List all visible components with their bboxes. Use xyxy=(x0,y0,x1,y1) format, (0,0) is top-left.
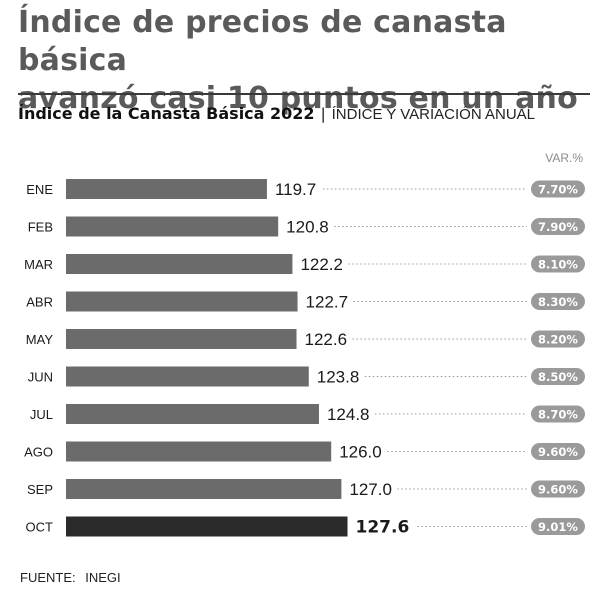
bar-feb xyxy=(66,216,279,237)
variation-label-abr: 8.30% xyxy=(538,295,578,309)
variation-badge-ago xyxy=(531,443,585,460)
variation-badge-sep xyxy=(531,480,585,498)
category-label-jun: JUN xyxy=(28,370,53,385)
value-label-feb: 120.8 xyxy=(286,218,329,237)
variation-label-mar: 8.10% xyxy=(538,258,578,272)
category-label-mar: MAR xyxy=(24,257,53,272)
variation-badge-abr xyxy=(531,293,585,310)
value-label-ago: 126.0 xyxy=(339,443,382,462)
headline: Índice de precios de canasta básica avan… xyxy=(18,4,598,118)
variation-badge-jul xyxy=(531,405,585,423)
bar-mar xyxy=(66,254,293,274)
bar-may xyxy=(66,329,297,349)
source-label: FUENTE: xyxy=(20,570,76,585)
category-label-sep: SEP xyxy=(27,482,53,497)
variation-badge-feb xyxy=(531,218,585,235)
variation-badge-ene xyxy=(531,180,585,198)
value-label-jul: 124.8 xyxy=(327,405,370,424)
chart-subtitle: Índice de la Canasta Básica 2022 | ÍNDICE … xyxy=(18,103,598,126)
bar-abr xyxy=(66,291,298,312)
source-note: FUENTE: INEGI xyxy=(20,570,121,585)
category-label-abr: ABR xyxy=(26,295,53,310)
variation-badge-jun xyxy=(531,368,585,385)
value-label-ene: 119.7 xyxy=(275,180,316,199)
variation-label-jun: 8.50% xyxy=(538,370,578,384)
subtitle-separator: | xyxy=(320,105,326,123)
value-label-jun: 123.8 xyxy=(317,368,360,387)
variation-badge-oct xyxy=(531,518,585,535)
headline-divider xyxy=(18,93,590,95)
headline-line-1: Índice de precios de canasta básica xyxy=(18,5,507,78)
chart-title: Índice de la Canasta Básica 2022 xyxy=(18,104,315,123)
bar-chart: VAR.% ENE 119.7 7.70% FEB 120.8 7.90% MAR 122.2 8… xyxy=(24,151,585,538)
value-label-sep: 127.0 xyxy=(349,480,392,499)
variation-label-ene: 7.70% xyxy=(538,183,578,197)
bar-jun xyxy=(66,366,309,387)
category-label-ene: ENE xyxy=(26,182,53,197)
variation-header: VAR.% xyxy=(545,151,583,165)
value-label-mar: 122.2 xyxy=(300,255,343,274)
bar-sep xyxy=(66,479,342,499)
bar-oct xyxy=(66,516,348,537)
category-label-oct: OCT xyxy=(26,520,54,535)
value-label-may: 122.6 xyxy=(305,330,348,349)
variation-label-oct: 9.01% xyxy=(538,520,578,534)
bar-ago xyxy=(66,441,332,462)
variation-label-sep: 9.60% xyxy=(538,483,578,497)
value-label-oct: 127.6 xyxy=(356,518,410,538)
variation-label-may: 8.20% xyxy=(538,333,578,347)
variation-badge-mar xyxy=(531,255,585,273)
source-value: INEGI xyxy=(85,570,121,585)
category-label-ago: AGO xyxy=(24,445,53,460)
chart-descriptor: ÍNDICE Y VARIACIÓN ANUAL xyxy=(331,106,536,123)
category-label-may: MAY xyxy=(26,332,54,347)
bar-jul xyxy=(66,404,319,424)
category-label-feb: FEB xyxy=(28,220,53,235)
headline-line-2: avanzó casi 10 puntos en un año xyxy=(18,81,578,116)
variation-badge-may xyxy=(531,330,585,348)
category-label-jul: JUL xyxy=(30,407,53,422)
value-label-abr: 122.7 xyxy=(306,293,349,312)
variation-label-feb: 7.90% xyxy=(538,220,578,234)
variation-label-jul: 8.70% xyxy=(538,408,578,422)
bar-ene xyxy=(66,179,267,199)
variation-label-ago: 9.60% xyxy=(538,445,578,459)
